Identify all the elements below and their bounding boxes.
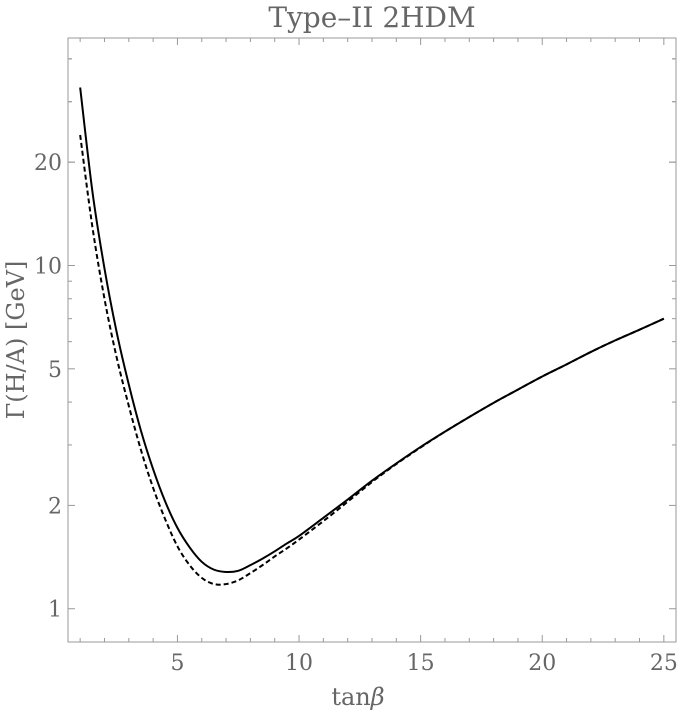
plot-frame xyxy=(67,37,677,643)
chart-title: Type–II 2HDM xyxy=(268,1,475,34)
series-group xyxy=(79,87,665,586)
series-line-solid xyxy=(79,87,665,573)
x-axis-label-symbol: β xyxy=(370,683,385,711)
y-tick-label: 20 xyxy=(34,151,62,176)
y-tick-label: 10 xyxy=(34,254,62,279)
y-tick-label: 1 xyxy=(48,598,62,623)
axis-ticks xyxy=(68,38,676,642)
x-tick-label: 10 xyxy=(285,651,313,676)
x-tick-label: 5 xyxy=(170,651,184,676)
y-tick-label: 5 xyxy=(48,358,62,383)
series-line-dashed xyxy=(79,134,665,586)
x-tick-label: 20 xyxy=(528,651,556,676)
x-axis-label: tanβ xyxy=(331,683,384,711)
x-tick-label: 25 xyxy=(650,651,678,676)
x-tick-label: 15 xyxy=(407,651,435,676)
x-axis-label-text: tan xyxy=(331,683,370,711)
y-tick-label: 2 xyxy=(48,494,62,519)
y-axis-label: Γ(H/A) [GeV] xyxy=(2,261,30,420)
